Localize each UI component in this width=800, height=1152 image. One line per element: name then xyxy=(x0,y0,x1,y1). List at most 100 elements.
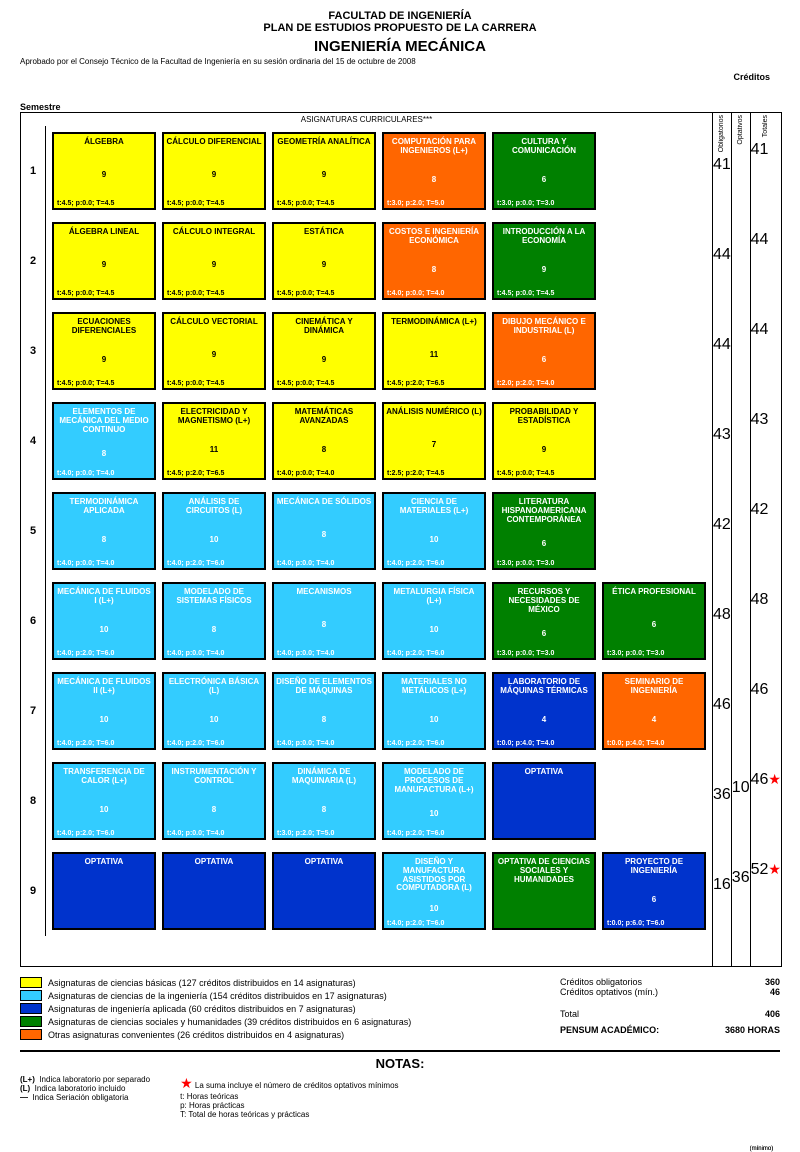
course-hours: t:4.0; p:2.0; T=6.0 xyxy=(384,919,484,928)
course-hours: t:3.0; p:2.0; T=5.0 xyxy=(384,199,484,208)
course-card: PROYECTO DE INGENIERÍA6t:0.0; p:6.0; T=6… xyxy=(602,852,706,930)
course-hours: t:4.5; p:0.0; T=4.5 xyxy=(54,289,154,298)
semester-number: 4 xyxy=(21,396,46,486)
course-hours: t:4.0; p:2.0; T=6.0 xyxy=(164,559,264,568)
course-hours: t:4.0; p:2.0; T=6.0 xyxy=(164,739,264,748)
course-name: RECURSOS Y NECESIDADES DE MÉXICO xyxy=(494,584,594,618)
course-name: CÁLCULO DIFERENCIAL xyxy=(164,134,264,151)
course-credits: 10 xyxy=(54,715,154,724)
credit-opt: 36(mínimo) xyxy=(732,869,750,959)
legend: Asignaturas de ciencias básicas (127 cré… xyxy=(20,977,780,1042)
course-credits: 8 xyxy=(274,620,374,629)
credit-tot: 42 xyxy=(751,501,781,591)
credit-oblig: 43 xyxy=(713,426,731,516)
semester-row: 9OPTATIVAOPTATIVAOPTATIVADISEÑO Y MANUFA… xyxy=(21,846,712,936)
semester-number: 5 xyxy=(21,486,46,576)
minimo-label: (mínimo) xyxy=(750,1146,774,1152)
course-hours: t:4.0; p:2.0; T=6.0 xyxy=(54,829,154,838)
course-hours: t:4.0; p:0.0; T=4.0 xyxy=(384,289,484,298)
course-hours: t:4.0; p:0.0; T=4.0 xyxy=(274,649,374,658)
credit-opt xyxy=(732,329,750,419)
course-card: CULTURA Y COMUNICACIÓN6t:3.0; p:0.0; T=3… xyxy=(492,132,596,210)
course-hours xyxy=(494,836,594,838)
course-credits: 9 xyxy=(164,350,264,359)
course-hours: t:4.0; p:0.0; T=4.0 xyxy=(164,829,264,838)
course-card: ÁLGEBRA LINEAL9t:4.5; p:0.0; T=4.5 xyxy=(52,222,156,300)
course-card: ÁLGEBRA9t:4.5; p:0.0; T=4.5 xyxy=(52,132,156,210)
course-credits: 9 xyxy=(54,355,154,364)
course-name: COMPUTACIÓN PARA INGENIEROS (L+) xyxy=(384,134,484,160)
course-card: LITERATURA HISPANOAMERICANA CONTEMPORÁNE… xyxy=(492,492,596,570)
course-credits: 6 xyxy=(494,629,594,638)
credit-tot: 44 xyxy=(751,321,781,411)
semester-row: 7 MECÁNICA DE FLUIDOS II (L+) 10 t:4.0; p:2… xyxy=(21,666,712,756)
course-name: MECÁNICA DE FLUIDOS II (L+) xyxy=(54,674,154,700)
legend-text: Asignaturas de ciencias básicas (127 cré… xyxy=(48,978,356,988)
course-name: MECÁNICA DE SÓLIDOS xyxy=(274,494,374,511)
course-name: TRANSFERENCIA DE CALOR (L+) xyxy=(54,764,154,790)
course-name: ÉTICA PROFESIONAL xyxy=(604,584,704,601)
course-name: DIBUJO MECÁNICO E INDUSTRIAL (L) xyxy=(494,314,594,340)
legend-swatch xyxy=(20,990,42,1001)
course-hours: t:3.0; p:0.0; T=3.0 xyxy=(494,559,594,568)
legend-item: Asignaturas de ciencias sociales y human… xyxy=(20,1016,560,1027)
course-name: PROYECTO DE INGENIERÍA xyxy=(604,854,704,880)
course-hours: t:4.0; p:0.0; T=4.0 xyxy=(274,739,374,748)
legend-text: Asignaturas de ciencias sociales y human… xyxy=(48,1017,411,1027)
course-card: CINEMÁTICA Y DINÁMICA9t:4.5; p:0.0; T=4.… xyxy=(272,312,376,390)
semester-number: 7 xyxy=(21,666,46,756)
credit-tot: 43 xyxy=(751,411,781,501)
course-card: MECÁNICA DE SÓLIDOS8t:4.0; p:0.0; T=4.0 xyxy=(272,492,376,570)
faculty-name: FACULTAD DE INGENIERÍA xyxy=(20,10,780,22)
course-hours: t:4.0; p:0.0; T=4.0 xyxy=(274,469,374,478)
course-hours: t:4.5; p:0.0; T=4.5 xyxy=(54,199,154,208)
course-credits: 10 xyxy=(384,904,484,913)
legend-swatch xyxy=(20,1003,42,1014)
course-hours: t:4.5; p:0.0; T=4.5 xyxy=(274,289,374,298)
credit-oblig: 42 xyxy=(713,516,731,606)
career-title: INGENIERÍA MECÁNICA xyxy=(20,38,780,55)
course-name: OPTATIVA xyxy=(274,854,374,871)
course-name: GEOMETRÍA ANALÍTICA xyxy=(274,134,374,151)
course-credits: 6 xyxy=(494,175,594,184)
course-hours xyxy=(494,926,594,928)
course-credits: 8 xyxy=(384,265,484,274)
course-card: ESTÁTICA9t:4.5; p:0.0; T=4.5 xyxy=(272,222,376,300)
course-credits: 6 xyxy=(604,895,704,904)
course-name: MECÁNICA DE FLUIDOS I (L+) xyxy=(54,584,154,610)
credit-tot: 44 xyxy=(751,231,781,321)
course-card: CÁLCULO VECTORIAL9t:4.5; p:0.0; T=4.5 xyxy=(162,312,266,390)
legend-swatch xyxy=(20,1029,42,1040)
course-credits: 8 xyxy=(164,805,264,814)
semester-row: 3ECUACIONES DIFERENCIALES9t:4.5; p:0.0; … xyxy=(21,306,712,396)
course-name: MODELADO DE SISTEMAS FÍSICOS xyxy=(164,584,264,610)
course-hours: t:4.0; p:0.0; T=4.0 xyxy=(54,469,154,478)
credit-oblig: 36 xyxy=(713,786,731,876)
course-name: ELECTRÓNICA BÁSICA (L) xyxy=(164,674,264,700)
semester-number: 8 xyxy=(21,756,46,846)
course-name: OPTATIVA xyxy=(164,854,264,871)
course-name: ÁLGEBRA LINEAL xyxy=(54,224,154,241)
course-hours: t:2.5; p:2.0; T=4.5 xyxy=(384,469,484,478)
course-card: ELEMENTOS DE MECÁNICA DEL MEDIO CONTINUO… xyxy=(52,402,156,480)
course-card: RECURSOS Y NECESIDADES DE MÉXICO 6 t:3.0; … xyxy=(492,582,596,660)
course-credits: 9 xyxy=(164,260,264,269)
course-hours: t:4.5; p:0.0; T=4.5 xyxy=(54,379,154,388)
credit-oblig: 46 xyxy=(713,696,731,786)
course-credits: 10 xyxy=(384,715,484,724)
course-credits: 9 xyxy=(274,260,374,269)
course-hours: t:4.5; p:0.0; T=4.5 xyxy=(164,199,264,208)
course-credits: 9 xyxy=(494,265,594,274)
semester-number: 3 xyxy=(21,306,46,396)
credit-opt xyxy=(732,149,750,239)
credit-oblig: 41 xyxy=(713,156,731,246)
course-credits: 4 xyxy=(494,715,594,724)
course-hours: t:4.5; p:0.0; T=4.5 xyxy=(274,379,374,388)
course-hours: t:3.0; p:0.0; T=3.0 xyxy=(494,649,594,658)
asignaturas-subtitle: ASIGNATURAS CURRICULARES*** xyxy=(21,113,712,126)
course-credits: 10 xyxy=(384,809,484,818)
course-name: LABORATORIO DE MÁQUINAS TÉRMICAS xyxy=(494,674,594,700)
course-credits: 6 xyxy=(604,620,704,629)
course-name: DINÁMICA DE MAQUINARIA (L) xyxy=(274,764,374,790)
legend-item: Asignaturas de ciencias de la ingeniería… xyxy=(20,990,560,1001)
